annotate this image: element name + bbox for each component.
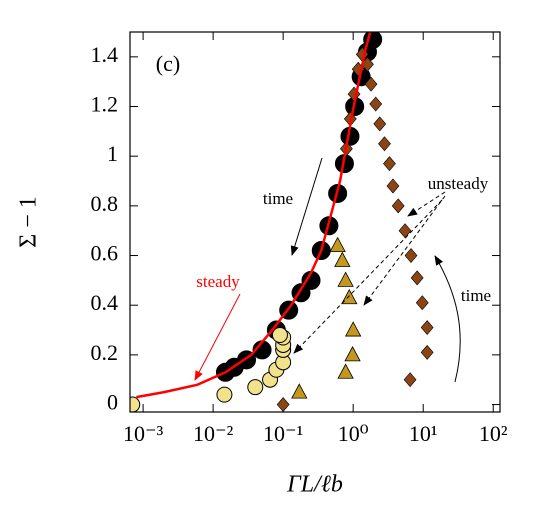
line [136,32,372,399]
x-tick-label: 10⁰ [338,421,369,446]
point [391,198,405,214]
plot-layer: 10⁻³ 10⁻² 10⁻¹ 10⁰ 10¹ 10² 0 0.2 0.4 0.6 0.8 1 1.2 1.… [91,32,508,446]
point [216,386,233,403]
point [345,321,362,337]
y-tick-label: 0.2 [91,340,119,365]
steady-arrow [194,293,241,381]
time-arrow [434,255,461,383]
point [404,248,418,263]
unsteady-arrow [363,195,446,306]
point [398,223,412,239]
y-axis-label: Σ − 1 [16,196,42,248]
point [291,383,308,399]
annotation: time [461,286,491,305]
point [334,251,351,267]
point [369,96,383,112]
annotations-arrows [194,157,461,383]
point [337,363,354,379]
point [341,288,358,305]
point [130,396,141,412]
y-tick-label: 0.4 [91,290,119,315]
point [329,236,346,252]
x-axis-label: Γ̇L/ℓb [286,472,343,498]
point [420,320,434,336]
annotation: unsteady [428,174,489,193]
point [386,178,400,194]
point [276,397,290,412]
time-arrow [290,157,323,256]
point [271,327,288,344]
panel-label: (c) [156,51,180,76]
point [337,271,354,287]
point [383,156,396,172]
x-tick-label: 10⁻³ [123,421,164,446]
point [344,346,361,362]
y-tick-label: 1.2 [91,92,119,117]
y-tick-label: 1 [107,141,118,166]
point [373,116,387,132]
unsteady-arrow [293,199,443,354]
point [415,295,429,311]
annotation: time [263,189,293,208]
point [364,76,378,92]
point [378,136,391,152]
x-tick-label: 10¹ [409,421,438,446]
unsteady-arrow [407,191,446,217]
point [247,379,264,396]
data-layer [130,32,434,412]
plot-frame [129,31,501,413]
x-tick-label: 10⁻¹ [263,421,303,446]
point [420,344,434,360]
y-tick-label: 1.4 [91,42,119,67]
point [403,372,417,388]
point [410,270,424,286]
x-tick-label: 10⁻² [193,421,234,446]
y-tick-label: 0 [107,390,118,415]
annotation: steady [196,272,240,291]
x-tick-label: 10² [479,421,508,446]
y-tick-label: 0.6 [91,241,119,266]
y-tick-label: 0.8 [91,191,119,216]
